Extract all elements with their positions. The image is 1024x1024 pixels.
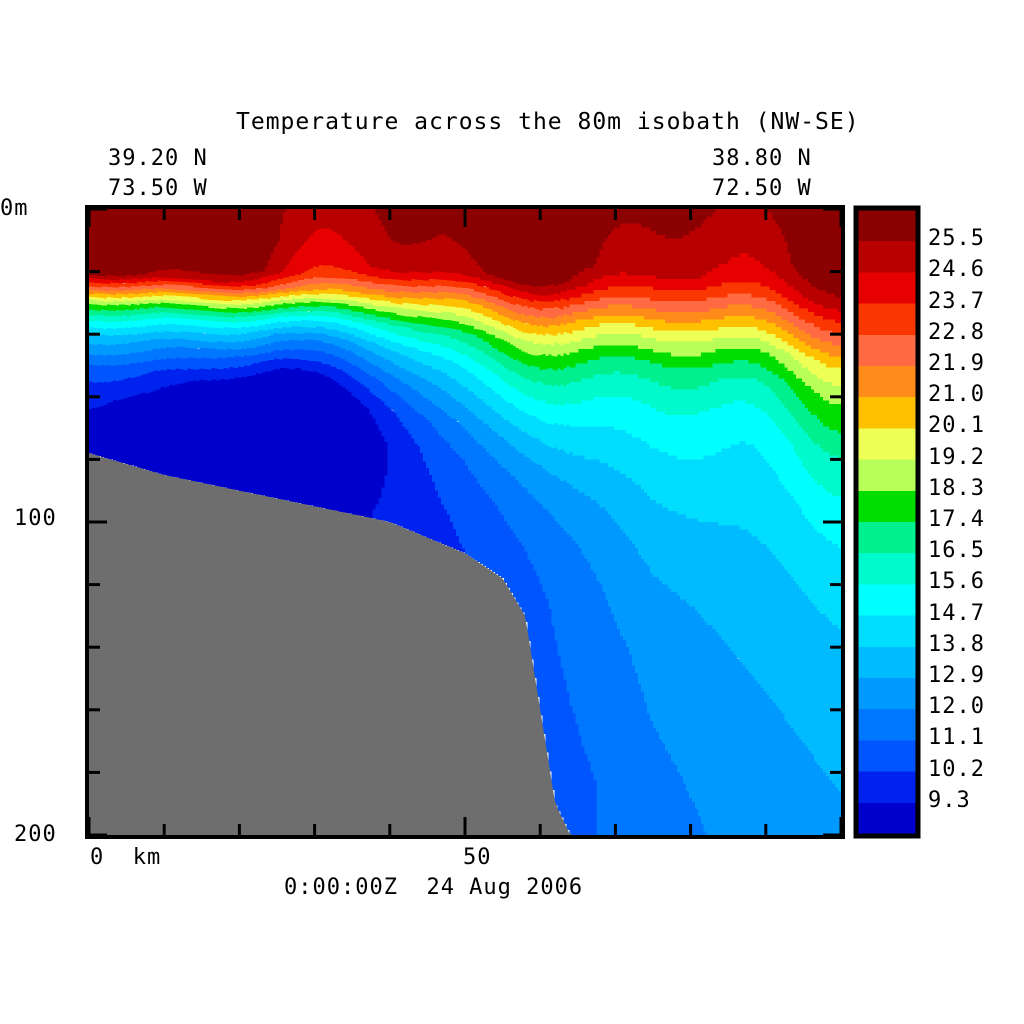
colorbar-tick-label: 10.2 xyxy=(928,756,985,782)
colorbar-tick-label: 21.9 xyxy=(928,351,985,376)
colorbar-swatch xyxy=(858,553,916,585)
colorbar-tick-label: 25.5 xyxy=(928,226,985,252)
colorbar-swatch xyxy=(858,802,916,835)
colorbar-swatch xyxy=(858,428,916,461)
colorbar-swatch xyxy=(858,584,916,617)
timestamp-label: 0:00:00Z 24 Aug 2006 xyxy=(284,875,584,900)
y-axis-tick-label-0: 0m xyxy=(0,196,29,221)
coordinate-nw-latitude: 39.20 N xyxy=(108,146,208,171)
colorbar-swatch xyxy=(858,490,916,523)
colorbar-tick-label: 22.8 xyxy=(928,319,985,345)
page-title: Temperature across the 80m isobath (NW-S… xyxy=(236,109,860,135)
x-axis-tick-label-50: 50 xyxy=(463,845,492,870)
colorbar-swatch xyxy=(858,210,916,242)
y-axis-tick-label-200: 200 xyxy=(14,822,57,847)
colorbar-tick-label: 19.2 xyxy=(928,444,985,470)
x-axis-tick-label-0: 0 km xyxy=(90,845,162,870)
colorbar-swatch xyxy=(858,334,916,367)
colorbar-tick-label: 24.6 xyxy=(928,257,985,283)
colorbar-tick-label: 20.1 xyxy=(928,413,985,439)
colorbar-swatch xyxy=(858,615,916,648)
coordinate-se-longitude: 72.50 W xyxy=(712,176,812,201)
colorbar-tick-label: 18.3 xyxy=(928,475,985,501)
colorbar-swatch xyxy=(858,303,916,336)
colorbar-tick-label: 13.8 xyxy=(928,631,985,657)
seafloor-polygon xyxy=(89,453,841,835)
colorbar-swatch xyxy=(858,771,916,804)
colorbar-tick-label: 12.0 xyxy=(928,694,985,720)
plot-frame xyxy=(85,205,845,839)
temperature-contour-field xyxy=(89,209,842,835)
colorbar-swatches xyxy=(858,210,916,835)
colorbar-tick-label: 9.3 xyxy=(928,787,971,813)
colorbar-tick-label: 15.6 xyxy=(928,569,985,595)
colorbar-tick-label: 23.7 xyxy=(928,288,985,314)
colorbar-frame xyxy=(853,205,921,839)
colorbar-tick-label: 14.7 xyxy=(928,600,985,626)
colorbar-tick-label: 21.0 xyxy=(928,382,985,408)
coordinate-nw-longitude: 73.50 W xyxy=(108,176,208,201)
colorbar-swatch xyxy=(858,740,916,773)
colorbar-swatch xyxy=(858,241,916,273)
colorbar-tick-label: 17.4 xyxy=(928,507,985,532)
colorbar-swatch xyxy=(858,366,916,398)
colorbar-swatch xyxy=(858,646,916,679)
colorbar-tick-label: 16.5 xyxy=(928,538,985,564)
colorbar-swatch xyxy=(858,459,916,492)
coordinate-se-latitude: 38.80 N xyxy=(712,146,812,171)
colorbar-swatch xyxy=(858,678,916,710)
colorbar-swatch xyxy=(858,522,916,554)
colorbar-swatch xyxy=(858,397,916,429)
bathymetry-mask xyxy=(89,453,841,835)
colorbar-swatch xyxy=(858,272,916,305)
y-axis-tick-label-100: 100 xyxy=(14,506,57,531)
colorbar-tick-label: 11.1 xyxy=(928,725,985,751)
colorbar-tick-label: 12.9 xyxy=(928,663,985,688)
colorbar-swatch xyxy=(858,709,916,741)
